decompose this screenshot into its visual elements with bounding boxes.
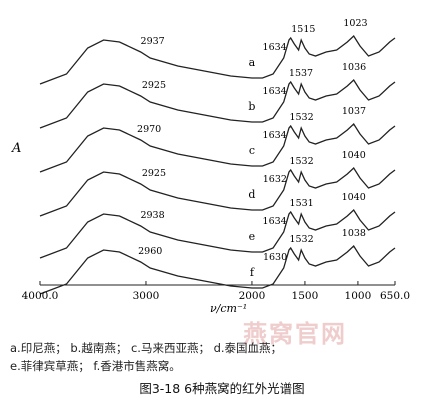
peak-label: 1515: [291, 24, 315, 35]
peak-label: 1040: [342, 192, 366, 203]
peak-label: 1532: [289, 156, 313, 167]
peak-label: 1532: [289, 112, 313, 123]
peak-label: 1632: [263, 174, 287, 185]
series-label: d: [248, 188, 255, 201]
spectrum-trace-d: [39, 166, 396, 217]
x-tick-label: 1500: [292, 290, 319, 302]
x-tick-label: 3000: [133, 290, 160, 302]
peak-label: 1634: [263, 130, 287, 141]
peak-label: 2937: [141, 36, 165, 47]
series-label: c: [249, 144, 255, 157]
spectrum-trace-b: [39, 78, 396, 129]
peak-label: 2925: [142, 168, 166, 179]
peak-label: 1037: [342, 106, 366, 117]
legend-line-1: a.印尼燕； b.越南燕； c.马来西亚燕； d.泰国血燕；: [10, 341, 283, 355]
series-label: e: [249, 230, 256, 243]
peak-label: 1630: [263, 252, 287, 263]
peak-label: 2960: [138, 246, 162, 257]
spectrum-trace-a: [39, 34, 396, 85]
figure-caption: 图3-18 6种燕窝的红外光谱图: [139, 381, 305, 396]
legend-line-2: e.菲律宾草燕； f.香港市售燕窝。: [10, 359, 181, 373]
peak-label: 1531: [290, 198, 314, 209]
series-label: f: [250, 266, 255, 279]
peak-label: 1038: [342, 228, 366, 239]
watermark: 燕窝官网: [243, 320, 347, 348]
peak-label: 1634: [263, 86, 287, 97]
series-label: b: [248, 100, 255, 113]
peak-label: 1040: [342, 150, 366, 161]
peak-label: 2970: [137, 124, 161, 135]
peak-label: 1537: [289, 68, 313, 79]
peak-label: 1023: [343, 18, 367, 29]
series-label: a: [249, 56, 256, 69]
spectrum-trace-c: [39, 122, 396, 173]
spectrum-trace-e: [39, 208, 396, 259]
x-tick-label: 1000: [345, 290, 372, 302]
x-tick-label: 2000: [239, 290, 266, 302]
peak-label: 2938: [140, 210, 164, 221]
peak-label: 1634: [263, 42, 287, 53]
peak-label: 1532: [289, 234, 313, 245]
x-axis-label: ν/cm⁻¹: [210, 302, 247, 315]
y-axis-label: A: [11, 141, 21, 156]
x-tick-label: 4000.0: [22, 290, 59, 302]
x-tick-label: 650.0: [380, 290, 410, 302]
spectrum-trace-f: [39, 244, 396, 295]
peak-label: 1036: [342, 62, 366, 73]
peak-label: 2925: [142, 80, 166, 91]
peak-label: 1634: [263, 216, 287, 227]
